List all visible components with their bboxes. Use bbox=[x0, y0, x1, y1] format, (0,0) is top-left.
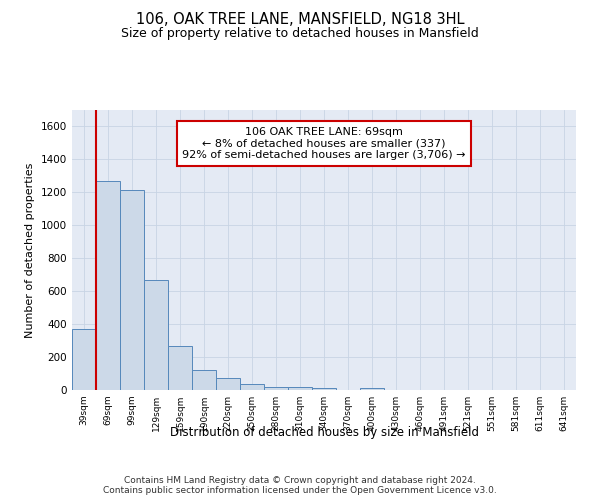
Text: Contains HM Land Registry data © Crown copyright and database right 2024.
Contai: Contains HM Land Registry data © Crown c… bbox=[103, 476, 497, 495]
Bar bbox=[72, 329, 96, 390]
Text: Distribution of detached houses by size in Mansfield: Distribution of detached houses by size … bbox=[170, 426, 479, 439]
Bar bbox=[120, 190, 144, 390]
Bar bbox=[264, 386, 288, 390]
Bar bbox=[288, 387, 312, 390]
Text: 106 OAK TREE LANE: 69sqm
← 8% of detached houses are smaller (337)
92% of semi-d: 106 OAK TREE LANE: 69sqm ← 8% of detache… bbox=[182, 127, 466, 160]
Y-axis label: Number of detached properties: Number of detached properties bbox=[25, 162, 35, 338]
Text: Size of property relative to detached houses in Mansfield: Size of property relative to detached ho… bbox=[121, 28, 479, 40]
Bar bbox=[96, 181, 120, 390]
Bar bbox=[144, 280, 168, 390]
Text: 106, OAK TREE LANE, MANSFIELD, NG18 3HL: 106, OAK TREE LANE, MANSFIELD, NG18 3HL bbox=[136, 12, 464, 28]
Bar bbox=[216, 378, 240, 390]
Bar bbox=[360, 388, 384, 390]
Bar bbox=[240, 384, 264, 390]
Bar bbox=[312, 388, 336, 390]
Bar bbox=[192, 370, 216, 390]
Bar bbox=[168, 346, 192, 390]
